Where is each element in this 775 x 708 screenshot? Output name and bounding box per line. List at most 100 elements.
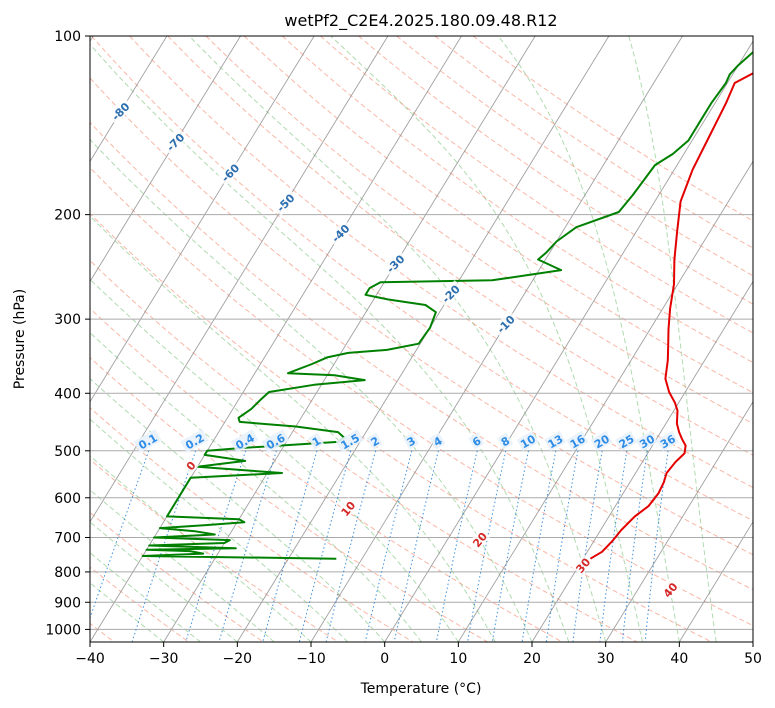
x-tick-label: 40 (670, 651, 688, 667)
y-tick-label: 600 (54, 491, 81, 507)
plot-frame (89, 35, 754, 643)
mixing-ratio-label: 2 (366, 432, 383, 450)
mixing-ratio-line (491, 450, 529, 642)
y-tick-label: 400 (54, 386, 81, 402)
mixing-ratio-label: 8 (496, 432, 513, 450)
mixing-ratio-line (521, 450, 557, 642)
x-tick-label: 20 (523, 651, 541, 667)
moist-adiabat (90, 138, 533, 642)
mixing-ratio-label-bg (335, 429, 364, 453)
moist-adiabat (90, 215, 496, 642)
isotherm (90, 36, 315, 403)
dry-adiabat (90, 566, 190, 642)
x-tick-label: −40 (75, 651, 105, 667)
mixing-ratio-line (621, 450, 648, 642)
chart-title: wetPf2_C2E4.2025.180.09.48.R12 (284, 11, 557, 31)
mixing-ratio-label-bg (615, 430, 638, 452)
moist-adiabat (90, 521, 238, 642)
dry-adiabat (281, 36, 753, 364)
isotherm (531, 280, 753, 642)
sounding-lines (141, 50, 753, 560)
axis-ticks: −40 −30 −20 −10 0 10 20 30 40 5010020030040050060… (45, 29, 762, 667)
moist-adiabat (90, 582, 164, 642)
mixing-ratio-line (262, 450, 318, 642)
y-tick-label: 700 (54, 531, 81, 547)
isotherm (163, 36, 536, 642)
mixing-ratio-line (435, 450, 478, 642)
dry-adiabat (129, 36, 753, 489)
isotherm (90, 36, 168, 163)
dry-adiabat (91, 36, 753, 522)
dry-adiabat (320, 36, 753, 334)
y-tick-label: 100 (54, 29, 81, 45)
mixing-ratio-line (325, 450, 377, 642)
dewpoint-line (141, 50, 753, 560)
mixing-ratio-label: 3 (402, 432, 419, 450)
dry-adiabat (90, 121, 753, 591)
dry-adiabat-label-bg (271, 189, 299, 216)
mixing-ratio-label-bg (261, 429, 290, 453)
temperature-line (589, 72, 753, 560)
y-tick-label: 1000 (45, 622, 81, 638)
mixing-ratio-label-bg (496, 432, 513, 450)
mixing-ratio-line (131, 450, 197, 642)
moist-adiabat (90, 455, 312, 642)
x-tick-label: −20 (223, 651, 253, 667)
moist-adiabat-label-bg (571, 554, 594, 577)
mixing-ratio-label-bg (635, 430, 658, 452)
moist-adiabat-label-bg (468, 528, 491, 551)
mixing-ratio-label: 6 (468, 432, 485, 450)
x-axis-title: Temperature (°C) (360, 681, 482, 697)
mixing-ratio-label-bg (468, 432, 485, 450)
moist-adiabat (90, 43, 570, 642)
mixing-ratio-label-bg (308, 432, 325, 450)
mixing-ratio-label-bg (180, 429, 209, 453)
dry-adiabat (90, 166, 753, 627)
dry-adiabat (90, 356, 488, 642)
isotherm (457, 160, 753, 642)
x-tick-label: −10 (296, 651, 326, 667)
dry-adiabat-label-bg (437, 280, 464, 307)
moist-adiabat (330, 36, 643, 642)
mixing-ratio-label-bg (516, 430, 539, 452)
dry-adiabat-label-bg (106, 97, 134, 125)
y-tick-label: 300 (54, 312, 81, 328)
x-tick-label: 0 (380, 651, 389, 667)
moist-adiabat-label-bg (659, 578, 681, 601)
y-tick-label: 800 (54, 565, 81, 581)
moist-adiabat (90, 278, 459, 642)
x-tick-label: 50 (744, 651, 762, 667)
mixing-ratio-line (644, 450, 669, 642)
background-lines (90, 36, 753, 642)
mixing-ratio-label-bg (544, 430, 567, 452)
moist-adiabat (90, 332, 422, 642)
mixing-ratio-line (364, 450, 413, 642)
x-tick-label: 10 (449, 651, 467, 667)
isotherm (90, 36, 389, 523)
y-tick-label: 900 (54, 595, 81, 611)
mixing-ratio-label-bg (366, 432, 383, 450)
mixing-ratio-line (298, 450, 352, 642)
moist-adiabat-label-bg (182, 457, 200, 474)
mixing-ratio-label-bg (656, 430, 679, 452)
mixing-ratio-label: 4 (429, 432, 446, 449)
dry-adiabat-label-bg (216, 159, 244, 186)
y-axis-title: Pressure (hPa) (12, 289, 28, 389)
moist-adiabat (628, 36, 717, 642)
dry-adiabat (90, 259, 638, 642)
y-tick-label: 200 (54, 208, 81, 224)
dry-adiabat-label-bg (326, 219, 354, 247)
isotherm (310, 36, 683, 642)
mixing-ratio-label-bg (402, 432, 419, 450)
mixing-ratio-label-bg (566, 430, 589, 452)
mixing-ratio-line (467, 450, 507, 642)
isotherm (678, 520, 753, 642)
mixing-ratio-label-bg (590, 430, 613, 452)
mixing-ratio-line (545, 450, 579, 642)
x-tick-label: 30 (597, 651, 615, 667)
y-tick-label: 500 (54, 444, 81, 460)
dry-adiabat (90, 212, 712, 642)
mixing-ratio-line (599, 450, 628, 642)
dry-adiabat (243, 36, 753, 394)
